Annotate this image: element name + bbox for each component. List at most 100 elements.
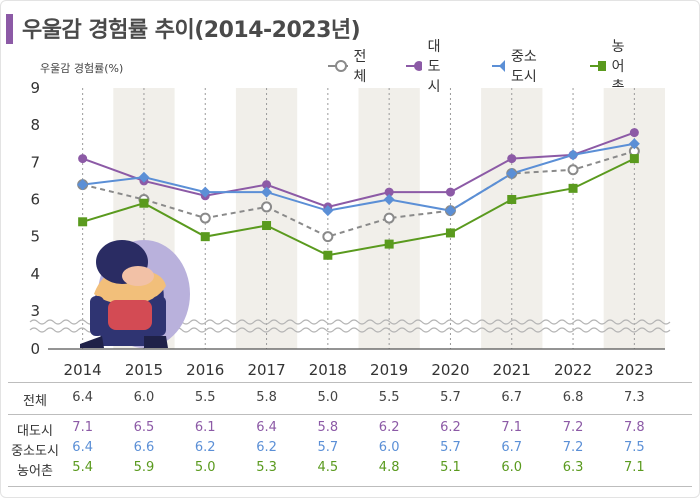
y-axis-ticks: 0 3 4 5 6 7 8 9 bbox=[30, 79, 40, 358]
point-s0-2018 bbox=[322, 231, 334, 243]
x-tick-2021: 2021 bbox=[493, 361, 531, 379]
legend-overall-marker-icon bbox=[328, 60, 348, 72]
point-s1-2014 bbox=[78, 154, 88, 164]
point-s3-2017 bbox=[262, 221, 272, 231]
table-cell: 5.8 bbox=[317, 420, 339, 435]
table-top-rule bbox=[8, 382, 692, 383]
point-s2-2016 bbox=[199, 186, 211, 198]
table-cell: 5.9 bbox=[133, 460, 155, 475]
legend-item-overall: 전체 bbox=[328, 49, 373, 85]
point-s1-2023 bbox=[629, 128, 639, 138]
point-s0-2022 bbox=[567, 164, 579, 176]
point-s2-2014 bbox=[77, 179, 89, 191]
x-tick-2014: 2014 bbox=[64, 361, 102, 379]
table-cell: 7.3 bbox=[624, 390, 645, 405]
legend-label-rural: 농어촌 bbox=[611, 39, 625, 95]
table-cell: 5.7 bbox=[317, 440, 339, 455]
point-s3-2022 bbox=[568, 183, 578, 193]
legend-item-rural: 농어촌 bbox=[590, 39, 635, 95]
sad-person-illustration bbox=[80, 240, 190, 348]
table-cell: 5.7 bbox=[440, 390, 461, 405]
point-s1-2017 bbox=[262, 180, 272, 190]
point-s2-2023 bbox=[628, 138, 640, 150]
point-s0-2017 bbox=[261, 201, 273, 213]
series-line-2 bbox=[82, 142, 635, 212]
table-cell: 6.2 bbox=[194, 440, 216, 455]
table-cell: 6.0 bbox=[501, 460, 523, 475]
series-line-1 bbox=[82, 131, 635, 208]
point-s0-2019 bbox=[383, 212, 395, 224]
y-tick-3: 3 bbox=[30, 302, 40, 320]
x-tick-2015: 2015 bbox=[125, 361, 163, 379]
x-axis-ticks: 2014 2015 2016 2017 2018 2019 2020 2021 2022 2023 bbox=[64, 361, 654, 379]
point-s2-2018 bbox=[322, 205, 334, 217]
table-cell: 6.2 bbox=[378, 420, 400, 435]
table-cell: 6.5 bbox=[133, 420, 155, 435]
table-cell: 4.8 bbox=[378, 460, 400, 475]
table-cell: 6.2 bbox=[440, 420, 461, 435]
table-cell: 4.5 bbox=[317, 460, 339, 475]
table-cell: 7.5 bbox=[624, 440, 645, 455]
table-row-label: 전체 bbox=[23, 394, 47, 409]
table-cell: 7.2 bbox=[562, 440, 584, 455]
table-cell: 6.4 bbox=[72, 440, 93, 455]
y-tick-0: 0 bbox=[30, 340, 40, 358]
table-cell: 6.7 bbox=[501, 390, 523, 405]
table-cell: 5.5 bbox=[378, 390, 400, 405]
table-cell: 5.7 bbox=[440, 440, 461, 455]
point-s1-2019 bbox=[384, 187, 394, 197]
point-s1-2020 bbox=[445, 187, 455, 197]
table-cell: 7.1 bbox=[72, 420, 93, 435]
legend-rural-marker-icon bbox=[590, 61, 606, 71]
point-s3-2023 bbox=[629, 154, 639, 164]
table-cell: 5.4 bbox=[72, 460, 93, 475]
table-cell: 6.1 bbox=[194, 420, 216, 435]
legend-item-metro: 대도시 bbox=[406, 39, 451, 95]
point-s2-2022 bbox=[567, 149, 579, 161]
legend-item-midsize: 중소도시 bbox=[492, 49, 537, 85]
legend-label-midsize: 중소도시 bbox=[511, 49, 537, 85]
table-cell: 5.1 bbox=[440, 460, 461, 475]
table-cell: 7.8 bbox=[624, 420, 645, 435]
table-cell: 5.5 bbox=[194, 390, 216, 405]
point-s3-2015 bbox=[139, 198, 149, 208]
legend-label-overall: 전체 bbox=[353, 49, 367, 85]
table-cell: 5.8 bbox=[256, 390, 277, 405]
point-s1-2021 bbox=[507, 154, 517, 164]
table-cell: 5.0 bbox=[194, 460, 216, 475]
table-cell: 6.4 bbox=[256, 420, 277, 435]
title-accent-bar bbox=[6, 14, 13, 44]
table-row-label: 대도시 bbox=[17, 424, 53, 439]
table-cell: 6.4 bbox=[72, 390, 93, 405]
page-title: 우울감 경험률 추이(2014-2023년) bbox=[22, 18, 361, 43]
table-mid-rule bbox=[8, 414, 692, 415]
table-row: 농어촌 5.4 5.9 5.0 5.3 4.5 4.8 5.1 6.0 6.3 7.1 bbox=[0, 460, 700, 480]
y-tick-9: 9 bbox=[30, 79, 40, 97]
x-tick-2022: 2022 bbox=[554, 361, 592, 379]
table-cell: 5.0 bbox=[317, 390, 339, 405]
point-s3-2021 bbox=[507, 195, 517, 204]
x-tick-2020: 2020 bbox=[431, 361, 469, 379]
y-axis-label: 우울감 경험률(%) bbox=[40, 62, 124, 75]
legend-metro-marker-icon bbox=[406, 61, 422, 71]
alternating-bands bbox=[113, 88, 665, 349]
data-table: 전체 6.4 6.0 5.5 5.8 5.0 5.5 5.7 6.7 6.8 7.3 대도시 7.1 6.… bbox=[0, 382, 700, 498]
legend-label-metro: 대도시 bbox=[427, 39, 441, 95]
point-s3-2018 bbox=[323, 250, 333, 260]
point-s2-2021 bbox=[506, 167, 518, 179]
series-lines bbox=[77, 128, 640, 260]
table-cell: 7.1 bbox=[501, 420, 523, 435]
legend-midsize-marker-icon bbox=[492, 60, 506, 72]
y-tick-7: 7 bbox=[30, 153, 40, 171]
series-line-3 bbox=[82, 157, 635, 257]
x-tick-2016: 2016 bbox=[186, 361, 224, 379]
table-cell: 6.0 bbox=[378, 440, 400, 455]
point-s2-2020 bbox=[444, 205, 456, 217]
x-tick-2023: 2023 bbox=[615, 361, 653, 379]
table-row: 전체 6.4 6.0 5.5 5.8 5.0 5.5 5.7 6.7 6.8 7.3 bbox=[0, 390, 700, 410]
table-cell: 7.2 bbox=[562, 420, 584, 435]
point-s2-2015 bbox=[138, 171, 150, 183]
table-row-label: 중소도시 bbox=[11, 444, 59, 459]
table-cell: 6.2 bbox=[256, 440, 277, 455]
point-s0-2016 bbox=[199, 212, 211, 224]
